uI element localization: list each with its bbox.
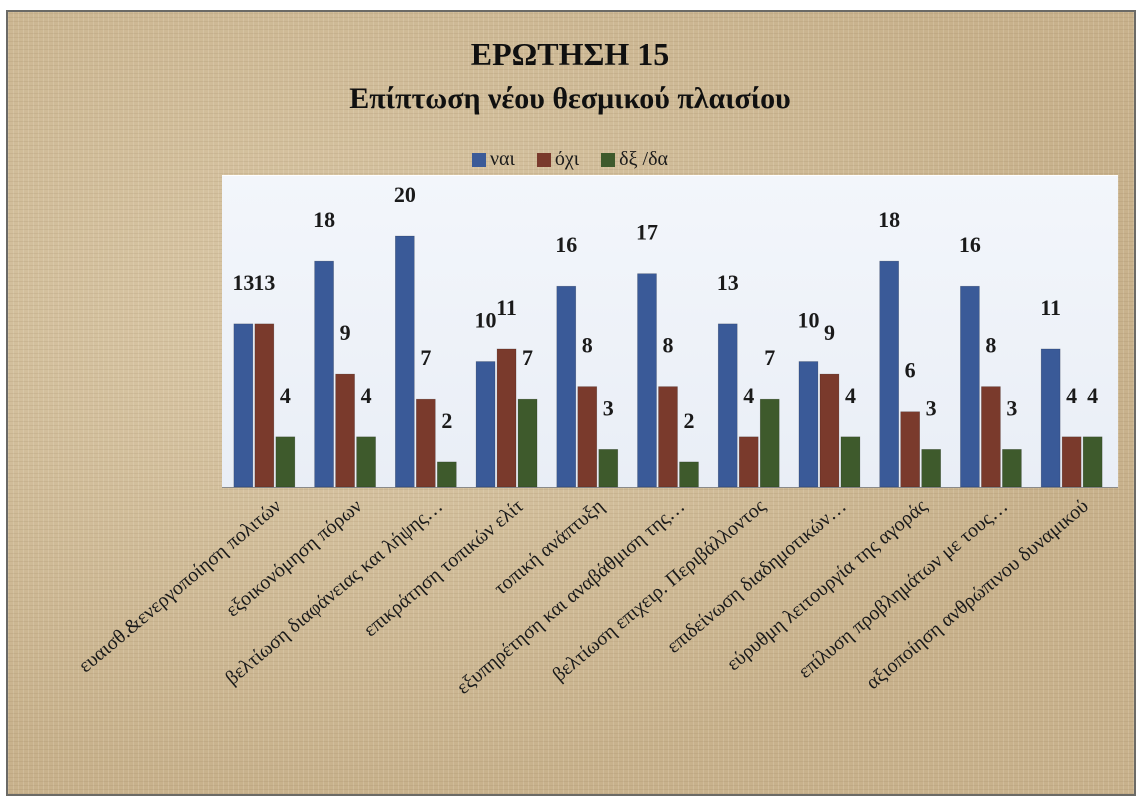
bar-value-label: 13	[232, 270, 254, 295]
legend-item: όχι	[536, 148, 580, 171]
bar-value-label: 16	[959, 232, 981, 257]
legend-swatch	[472, 152, 486, 167]
bar	[738, 436, 759, 488]
bar	[395, 235, 415, 488]
bar	[900, 411, 920, 488]
bar	[960, 285, 980, 488]
bar-value-label: 4	[845, 383, 856, 408]
bar-value-label: 3	[603, 395, 614, 420]
bar	[598, 449, 619, 488]
bar-value-label: 8	[985, 333, 996, 358]
bar-value-label: 3	[926, 395, 937, 420]
bar-value-label: 4	[1087, 383, 1098, 408]
bar	[556, 285, 577, 488]
bar-value-label: 4	[1066, 383, 1077, 408]
bar	[759, 398, 780, 488]
category-label: εξοικονόμηση πόρων	[222, 495, 367, 621]
legend-label: ναι	[490, 148, 515, 170]
legend-swatch	[601, 152, 616, 167]
legend-item: ναι	[472, 148, 515, 171]
bar	[1040, 348, 1061, 488]
bar-value-label: 8	[582, 333, 593, 358]
bar	[717, 323, 738, 488]
bar-value-label: 9	[340, 320, 351, 345]
bar-value-label: 10	[797, 308, 819, 333]
bar	[577, 386, 598, 488]
bar	[1061, 436, 1082, 488]
bar	[921, 449, 941, 488]
bar-value-label: 2	[441, 408, 452, 433]
bar	[335, 373, 355, 488]
legend-label: όχι	[554, 148, 580, 170]
bar-value-label: 10	[475, 308, 497, 333]
legend: ναι όχι δξ /δα	[0, 148, 1140, 171]
bar-value-label: 7	[764, 345, 775, 370]
bar-value-label: 7	[522, 345, 533, 370]
bar	[879, 260, 899, 488]
bar-value-label: 18	[313, 207, 335, 232]
bar	[254, 323, 275, 488]
legend-swatch	[536, 152, 551, 167]
bar-value-label: 8	[663, 333, 674, 358]
bar	[314, 260, 334, 488]
bar	[637, 273, 657, 488]
bar	[437, 461, 457, 488]
bar-value-label: 4	[280, 383, 291, 408]
bar-value-label: 6	[905, 358, 916, 383]
bar-value-label: 11	[496, 295, 517, 320]
chart-subtitle: Επίπτωση νέου θεσμικού πλαισίου	[349, 82, 791, 115]
bar-value-label: 9	[824, 320, 835, 345]
bar-value-label: 17	[636, 220, 658, 245]
bar	[679, 461, 699, 488]
bar	[981, 386, 1001, 488]
bar	[819, 373, 840, 488]
bar	[798, 361, 819, 488]
bar	[475, 361, 496, 488]
bar	[496, 348, 517, 488]
bar-value-label: 11	[1040, 295, 1061, 320]
bar-value-label: 4	[361, 383, 372, 408]
bar-value-label: 13	[717, 270, 739, 295]
bar-value-label: 18	[878, 207, 900, 232]
bar	[416, 398, 436, 488]
bar	[1002, 449, 1022, 488]
bar	[356, 436, 376, 488]
bar	[1082, 436, 1103, 488]
bar	[233, 323, 254, 488]
chart-title: ΕΡΩΤΗΣΗ 15	[470, 36, 670, 72]
bar-value-label: 7	[420, 345, 431, 370]
bar-value-label: 20	[394, 182, 416, 207]
bar	[840, 436, 861, 488]
category-label: επικράτηση τοπικών ελίτ	[359, 495, 527, 641]
bar-value-label: 16	[555, 232, 577, 257]
legend-label: δξ /δα	[619, 148, 668, 170]
bar	[517, 398, 538, 488]
bar-value-label: 3	[1006, 395, 1017, 420]
legend-item: δξ /δα	[601, 148, 668, 171]
bar-value-label: 2	[684, 408, 695, 433]
bar	[658, 386, 678, 488]
bar-value-label: 4	[743, 383, 754, 408]
bar	[275, 436, 296, 488]
bar-value-label: 13	[253, 270, 275, 295]
